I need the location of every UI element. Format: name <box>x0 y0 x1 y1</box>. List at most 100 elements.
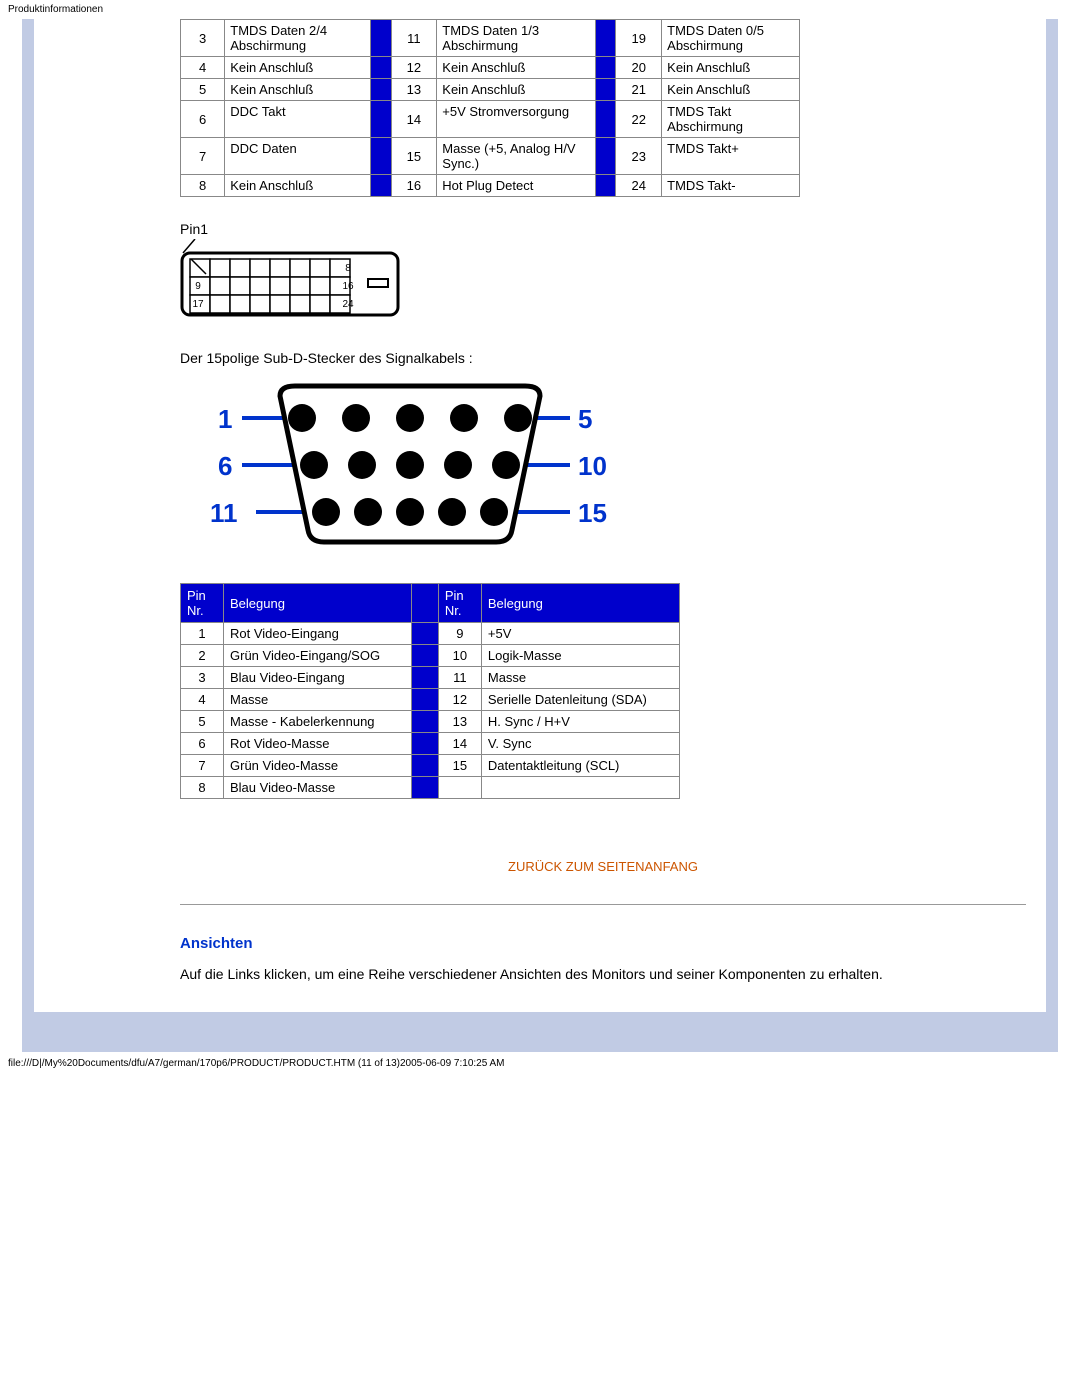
table-sep <box>371 101 392 138</box>
table-cell: Blau Video-Masse <box>224 777 412 799</box>
views-text: Auf die Links klicken, um eine Reihe ver… <box>180 966 1026 982</box>
table-sep <box>371 138 392 175</box>
table-cell: 11 <box>438 667 481 689</box>
table-cell: 15 <box>391 138 437 175</box>
table-row: 8Blau Video-Masse <box>181 777 680 799</box>
table-cell: 2 <box>181 645 224 667</box>
table-cell <box>481 777 679 799</box>
table-cell: 23 <box>616 138 662 175</box>
table-cell: Logik-Masse <box>481 645 679 667</box>
table-cell: 4 <box>181 57 225 79</box>
dvi-num-17: 17 <box>192 299 204 310</box>
vga-pinout-table: Pin Nr. Belegung Pin Nr. Belegung 1Rot V… <box>180 583 680 799</box>
table-sep <box>411 711 438 733</box>
table-cell: Kein Anschluß <box>437 79 596 101</box>
table-cell: 5 <box>181 711 224 733</box>
table-cell: 15 <box>438 755 481 777</box>
table-sep <box>595 175 616 197</box>
table-cell: V. Sync <box>481 733 679 755</box>
table-row: 7DDC Daten 15Masse (+5, Analog H/V Sync.)… <box>181 138 800 175</box>
views-title: Ansichten <box>180 935 1026 952</box>
table-cell: Masse <box>224 689 412 711</box>
table-cell: 19 <box>616 20 662 57</box>
table-sep <box>411 733 438 755</box>
table-cell: 8 <box>181 777 224 799</box>
table-cell: H. Sync / H+V <box>481 711 679 733</box>
svg-text:1: 1 <box>218 404 232 434</box>
table-row: 6Rot Video-Masse 14V. Sync <box>181 733 680 755</box>
table-sep <box>371 79 392 101</box>
table-cell: DDC Takt <box>225 101 371 138</box>
svg-text:5: 5 <box>578 404 592 434</box>
table-cell: 22 <box>616 101 662 138</box>
table-sep <box>595 138 616 175</box>
table-sep <box>595 20 616 57</box>
table-cell: 12 <box>391 57 437 79</box>
table-cell: 5 <box>181 79 225 101</box>
table-cell: Kein Anschluß <box>225 79 371 101</box>
table-cell <box>438 777 481 799</box>
vga-header-pin-left: Pin Nr. <box>181 584 224 623</box>
table-cell: TMDS Daten 0/5 Abschirmung <box>662 20 800 57</box>
table-cell: 16 <box>391 175 437 197</box>
svg-text:11: 11 <box>210 498 238 528</box>
table-cell: 13 <box>438 711 481 733</box>
footer-path: file:///D|/My%20Documents/dfu/A7/german/… <box>0 1052 1080 1075</box>
table-cell: Datentaktleitung (SCL) <box>481 755 679 777</box>
table-cell: 10 <box>438 645 481 667</box>
table-cell: TMDS Takt Abschirmung <box>662 101 800 138</box>
table-row: 2Grün Video-Eingang/SOG 10Logik-Masse <box>181 645 680 667</box>
table-cell: 3 <box>181 667 224 689</box>
table-cell: TMDS Daten 1/3 Abschirmung <box>437 20 596 57</box>
table-sep <box>371 20 392 57</box>
back-to-top-link[interactable]: ZURÜCK ZUM SEITENANFANG <box>508 859 698 874</box>
table-cell: 7 <box>181 138 225 175</box>
table-cell: 14 <box>438 733 481 755</box>
dsub-diagram: 1611 51015 <box>200 380 1026 553</box>
table-cell: 1 <box>181 623 224 645</box>
table-cell: Grün Video-Masse <box>224 755 412 777</box>
table-sep <box>411 755 438 777</box>
svg-text:15: 15 <box>578 498 607 528</box>
dvi-num-24: 24 <box>342 299 354 310</box>
subd-intro-text: Der 15polige Sub-D-Stecker des Signalkab… <box>180 350 1026 366</box>
dvi-num-16: 16 <box>342 281 354 292</box>
table-sep <box>411 667 438 689</box>
table-cell: Kein Anschluß <box>225 57 371 79</box>
table-cell: Masse <box>481 667 679 689</box>
vga-header-assign-right: Belegung <box>481 584 679 623</box>
table-cell: Masse (+5, Analog H/V Sync.) <box>437 138 596 175</box>
page-inner: 3TMDS Daten 2/4 Abschirmung11TMDS Daten … <box>34 19 1046 1012</box>
table-cell: DDC Daten <box>225 138 371 175</box>
back-to-top: ZURÜCK ZUM SEITENANFANG <box>180 859 1026 874</box>
vga-header-pin-right: Pin Nr. <box>438 584 481 623</box>
table-cell: +5V Stromversorgung <box>437 101 596 138</box>
svg-text:10: 10 <box>578 451 607 481</box>
table-sep <box>411 689 438 711</box>
table-cell: 6 <box>181 733 224 755</box>
dvi-num-8: 8 <box>345 263 351 274</box>
table-sep <box>411 623 438 645</box>
table-row: 3TMDS Daten 2/4 Abschirmung11TMDS Daten … <box>181 20 800 57</box>
table-cell: 24 <box>616 175 662 197</box>
table-cell: Serielle Datenleitung (SDA) <box>481 689 679 711</box>
table-cell: 14 <box>391 101 437 138</box>
table-cell: 8 <box>181 175 225 197</box>
table-cell: Hot Plug Detect <box>437 175 596 197</box>
page-outer: 3TMDS Daten 2/4 Abschirmung11TMDS Daten … <box>22 19 1058 1052</box>
table-cell: 6 <box>181 101 225 138</box>
table-sep <box>595 101 616 138</box>
dvi-num-9: 9 <box>195 281 201 292</box>
table-sep <box>595 79 616 101</box>
table-sep <box>371 57 392 79</box>
table-cell: 20 <box>616 57 662 79</box>
table-cell: Rot Video-Masse <box>224 733 412 755</box>
dvi-pinout-table: 3TMDS Daten 2/4 Abschirmung11TMDS Daten … <box>180 19 800 197</box>
table-sep <box>595 57 616 79</box>
table-cell: 7 <box>181 755 224 777</box>
table-cell: 9 <box>438 623 481 645</box>
table-cell: Grün Video-Eingang/SOG <box>224 645 412 667</box>
table-row: 4Masse 12Serielle Datenleitung (SDA) <box>181 689 680 711</box>
table-cell: 4 <box>181 689 224 711</box>
table-cell: 12 <box>438 689 481 711</box>
